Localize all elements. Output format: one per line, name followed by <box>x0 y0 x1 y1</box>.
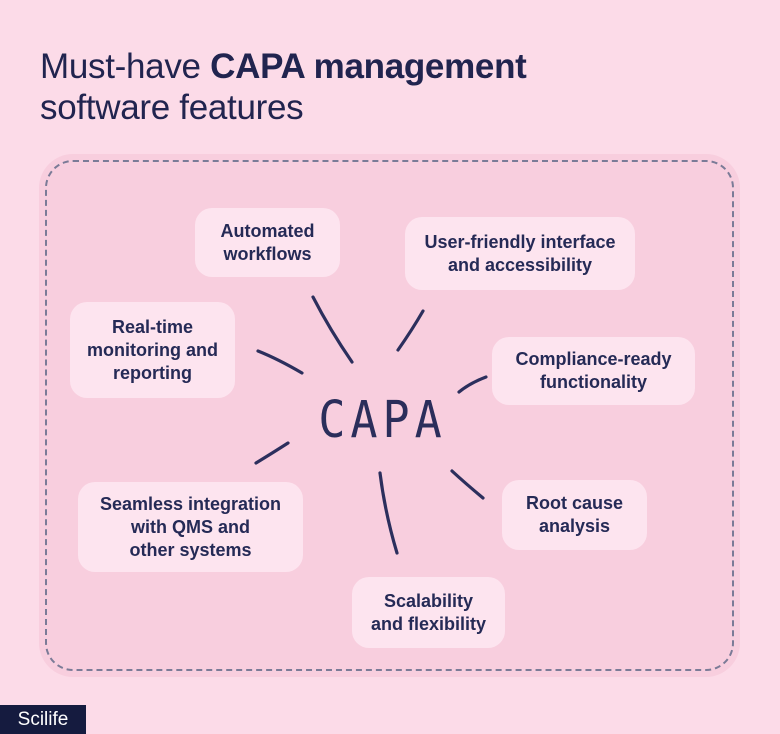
page-title: Must-have CAPA management software featu… <box>40 46 527 128</box>
title-bold: CAPA management <box>210 47 527 86</box>
feature-label: Compliance-ready functionality <box>515 349 672 392</box>
feature-box-seamless-integration: Seamless integration with QMS and other … <box>78 482 303 572</box>
center-term: CAPA <box>318 390 447 450</box>
scilife-logo: Scilife <box>0 705 86 734</box>
title-line2: software features <box>40 88 304 127</box>
feature-label: User-friendly interface and accessibilit… <box>424 231 616 275</box>
scilife-logo-text: Scilife <box>17 708 69 730</box>
dashed-border <box>45 160 734 671</box>
feature-box-root-cause-analysis: Root cause analysis <box>502 480 647 550</box>
feature-label: Real-time monitoring and reporting <box>87 316 218 383</box>
feature-label: Root cause analysis <box>525 493 624 536</box>
feature-box-compliance-ready: Compliance-ready functionality <box>492 337 695 405</box>
feature-label: Seamless integration with QMS and other … <box>99 493 282 560</box>
feature-box-scalability: Scalability and flexibility <box>352 577 505 648</box>
feature-label: Scalability and flexibility <box>370 590 487 634</box>
feature-box-user-friendly: User-friendly interface and accessibilit… <box>405 217 635 290</box>
feature-box-automated-workflows: Automated workflows <box>195 208 340 277</box>
feature-label: Automated workflows <box>220 220 315 264</box>
feature-box-real-time-monitoring: Real-time monitoring and reporting <box>70 302 235 398</box>
title-prefix: Must-have <box>40 47 211 86</box>
